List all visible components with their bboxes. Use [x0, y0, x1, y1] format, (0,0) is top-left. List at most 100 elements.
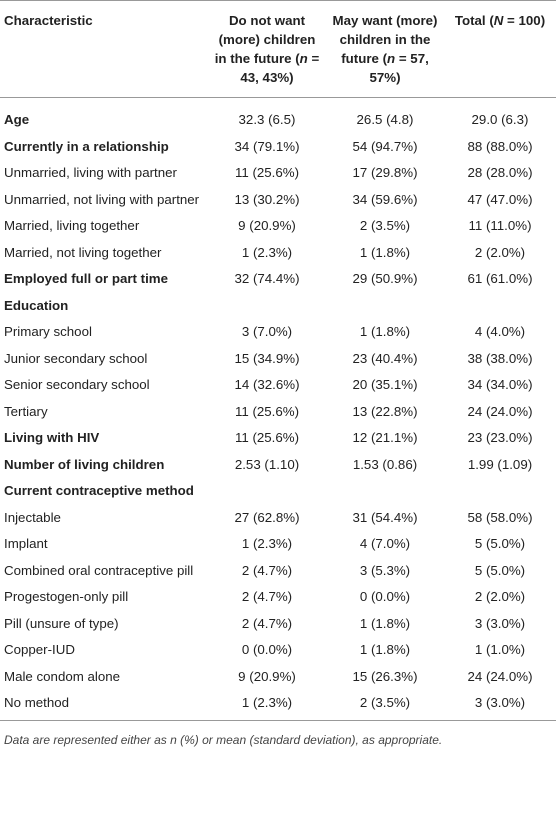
header-text: N	[493, 13, 504, 28]
cell: 14 (32.6%)	[234, 377, 300, 392]
cell: 26.5 (4.8)	[356, 112, 414, 127]
cell: 1 (1.8%)	[359, 642, 411, 657]
row-label: Pill (unsure of type)	[4, 615, 119, 631]
cell: 0 (0.0%)	[359, 589, 411, 604]
table-row: Injectable 27 (62.8%) 31 (54.4%) 58 (58.0%)	[0, 505, 556, 532]
table-row: Unmarried, living with partner 11 (25.6%)…	[0, 160, 556, 187]
row-label: Unmarried, not living with partner	[4, 191, 200, 207]
table-row: Combined oral contraceptive pill 2 (4.7%)…	[0, 558, 556, 585]
cell: 4 (4.0%)	[474, 324, 526, 339]
cell: 23 (23.0%)	[467, 430, 533, 445]
cell: 1 (1.8%)	[359, 615, 411, 631]
row-label: Married, not living together	[4, 244, 162, 260]
cell: 0 (0.0%)	[241, 642, 293, 657]
table-row: Copper-IUD 0 (0.0%) 1 (1.8%) 1 (1.0%)	[0, 637, 556, 664]
row-label: Number of living children	[4, 456, 165, 472]
cell: 5 (5.0%)	[474, 562, 526, 578]
cell: 1 (2.3%)	[241, 244, 293, 260]
cell: 88 (88.0%)	[467, 138, 533, 154]
cell: 3 (5.3%)	[359, 562, 411, 578]
cell: 2.53 (1.10)	[234, 456, 300, 472]
table-row: Current contraceptive method	[0, 478, 556, 505]
row-label: Implant	[4, 536, 48, 551]
cell: 2 (4.7%)	[241, 589, 293, 604]
cell: 23 (40.4%)	[352, 350, 418, 366]
cell: 2 (3.5%)	[326, 690, 444, 721]
cell: 3 (7.0%)	[241, 324, 293, 339]
row-label: Tertiary	[4, 403, 48, 419]
cell: 20 (35.1%)	[352, 377, 418, 392]
cell: 1 (1.0%)	[474, 642, 526, 657]
row-label: Copper-IUD	[4, 642, 75, 657]
cell: 34 (79.1%)	[234, 138, 300, 154]
cell: 29.0 (6.3)	[471, 112, 529, 127]
cell: 24 (24.0%)	[467, 403, 533, 419]
cell: 11 (25.6%)	[234, 165, 300, 180]
table-header: Characteristic Do not want (more) childre…	[0, 0, 556, 98]
table-row: Unmarried, not living with partner 13 (30…	[0, 187, 556, 214]
header-row: Characteristic Do not want (more) childre…	[0, 0, 556, 98]
cell: 13 (30.2%)	[234, 191, 300, 207]
header-text: = 100)	[503, 13, 546, 28]
cell: 4 (7.0%)	[359, 536, 411, 551]
cell: 17 (29.8%)	[352, 165, 418, 180]
cell: 5 (5.0%)	[474, 536, 526, 551]
cell: 1 (2.3%)	[208, 690, 326, 721]
cell: 2 (4.7%)	[241, 615, 293, 631]
row-label: Junior secondary school	[4, 350, 148, 366]
table-row: Number of living children 2.53 (1.10) 1.53…	[0, 452, 556, 479]
cell: 15 (26.3%)	[352, 668, 418, 684]
header-text: May want (more) children in the future (	[332, 13, 438, 66]
header-text: Total (	[454, 13, 494, 28]
cell	[444, 478, 556, 505]
cell: 11 (25.6%)	[234, 403, 300, 419]
cell: 58 (58.0%)	[467, 509, 533, 525]
cell: 13 (22.8%)	[352, 403, 418, 419]
cell	[326, 293, 444, 320]
cell: 29 (50.9%)	[352, 271, 418, 286]
row-label: Combined oral contraceptive pill	[4, 562, 194, 578]
cell: 2 (2.0%)	[474, 589, 526, 604]
cell: 3 (3.0%)	[444, 690, 556, 721]
header-text: n	[299, 51, 308, 66]
row-label: Married, living together	[4, 218, 140, 233]
header-text: Do not want (more) children in the futur…	[214, 13, 316, 66]
cell: 1.99 (1.09)	[467, 456, 533, 472]
table-row: Primary school 3 (7.0%) 1 (1.8%) 4 (4.0%)	[0, 319, 556, 346]
row-label: Current contraceptive method	[4, 483, 194, 498]
table-row: Male condom alone 9 (20.9%) 15 (26.3%) 24 (…	[0, 664, 556, 691]
table-row: Junior secondary school 15 (34.9%) 23 (40.…	[0, 346, 556, 373]
cell: 2 (2.0%)	[474, 244, 526, 260]
header-cell: May want (more) children in the future (…	[326, 0, 444, 98]
header-cell: Characteristic	[0, 0, 208, 98]
table-row: Implant 1 (2.3%) 4 (7.0%) 5 (5.0%)	[0, 531, 556, 558]
row-label: Senior secondary school	[4, 377, 150, 392]
cell	[208, 293, 326, 320]
cell: 31 (54.4%)	[352, 509, 418, 525]
table-row: Age 32.3 (6.5) 26.5 (4.8) 29.0 (6.3)	[0, 98, 556, 134]
cell: 12 (21.1%)	[352, 430, 418, 445]
row-label: Currently in a relationship	[4, 138, 169, 154]
cell: 34 (34.0%)	[467, 377, 533, 392]
cell	[326, 478, 444, 505]
cell: 1 (1.8%)	[359, 244, 411, 260]
table-row: Tertiary 11 (25.6%) 13 (22.8%) 24 (24.0%)	[0, 399, 556, 426]
row-label: Employed full or part time	[4, 271, 169, 286]
cell: 1.53 (0.86)	[352, 456, 418, 472]
table-row: Living with HIV 11 (25.6%) 12 (21.1%) 23 (2…	[0, 425, 556, 452]
table-body: Age 32.3 (6.5) 26.5 (4.8) 29.0 (6.3) Current…	[0, 98, 556, 721]
table-row: Senior secondary school 14 (32.6%) 20 (35.…	[0, 372, 556, 399]
cell: 9 (20.9%)	[238, 218, 296, 233]
header-text: = 43, 43%)	[240, 51, 320, 85]
cell: 15 (34.9%)	[234, 350, 300, 366]
cell: 34 (59.6%)	[352, 191, 418, 207]
data-table: Characteristic Do not want (more) childre…	[0, 0, 556, 721]
cell: 3 (3.0%)	[474, 615, 526, 631]
cell: 47 (47.0%)	[467, 191, 533, 207]
row-label: Living with HIV	[4, 430, 100, 445]
table-row: No method 1 (2.3%) 2 (3.5%) 3 (3.0%)	[0, 690, 556, 721]
footnote: Data are represented either as n (%) or …	[4, 732, 443, 747]
table-row: Married, not living together 1 (2.3%) 1 (1…	[0, 240, 556, 267]
row-label: Progestogen-only pill	[4, 589, 129, 604]
